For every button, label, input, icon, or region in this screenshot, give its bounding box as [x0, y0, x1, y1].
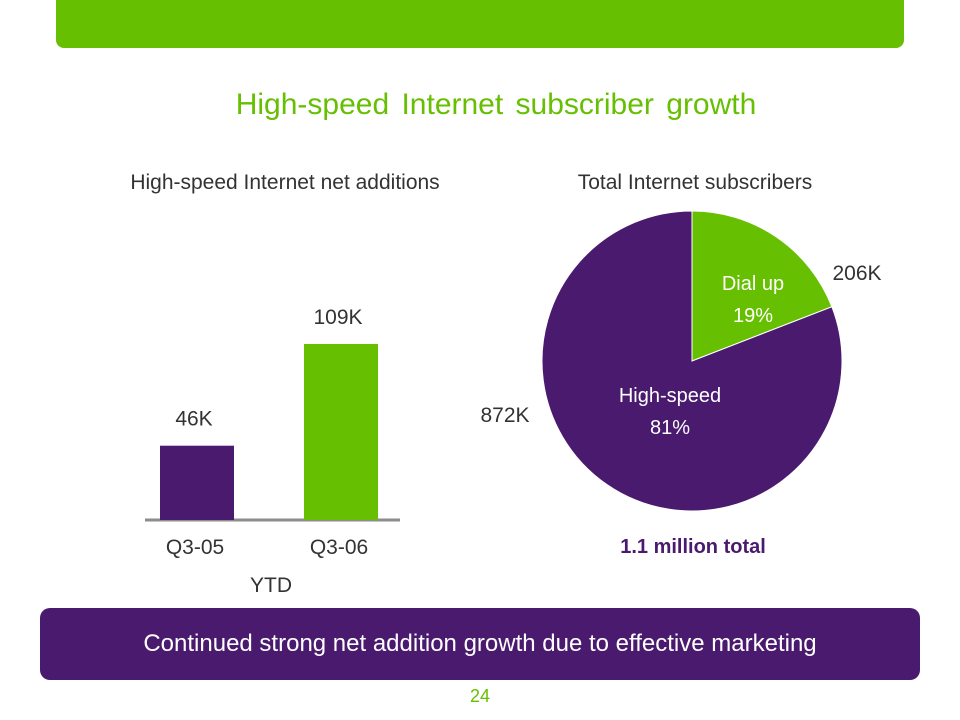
x-tick-label: Q3-05: [166, 536, 224, 559]
pie-slice-value-label: 872K: [480, 404, 529, 427]
bar-chart-title: High-speed Internet net additions: [130, 171, 440, 194]
takeaway-banner: Continued strong net addition growth due…: [40, 608, 920, 680]
slide-title: High-speed Internet subscriber growth: [235, 88, 757, 121]
top-accent-bar: [56, 0, 904, 48]
bar-data-label: 109K: [313, 306, 362, 329]
pie-slice: [691, 210, 833, 362]
x-tick-label: Q3-06: [310, 536, 368, 559]
bar: [304, 343, 378, 520]
pie-slice-value-label: 206K: [832, 262, 881, 285]
pie-slice-label: Dial up: [722, 273, 784, 295]
page-number: 24: [469, 686, 491, 706]
pie-slice-percent: 81%: [650, 417, 690, 439]
pie-total-label: 1.1 million total: [620, 536, 766, 558]
pie-slice: [541, 210, 843, 512]
bar: [160, 445, 234, 520]
pie-chart-title: Total Internet subscribers: [577, 171, 813, 194]
x-axis-label: YTD: [250, 574, 292, 597]
pie-slice-percent: 19%: [733, 305, 773, 327]
pie-slice-label: High-speed: [619, 385, 721, 407]
bar-data-label: 46K: [175, 408, 212, 431]
